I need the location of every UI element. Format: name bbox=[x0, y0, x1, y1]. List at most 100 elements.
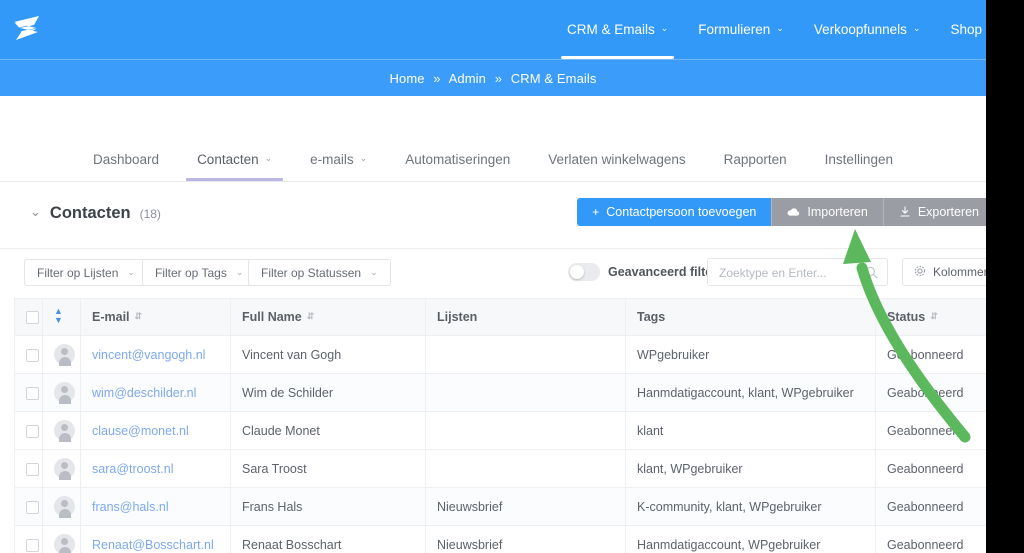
row-checkbox[interactable] bbox=[26, 538, 39, 552]
row-checkbox[interactable] bbox=[26, 462, 39, 476]
breadcrumb-item-admin[interactable]: Admin bbox=[448, 70, 486, 86]
topnav-item-verkoopfunnels[interactable]: Verkoopfunnels ⌄ bbox=[814, 0, 921, 59]
row-email-cell[interactable]: sara@troost.nl bbox=[80, 449, 231, 488]
tab-verlaten-winkelwagens[interactable]: Verlaten winkelwagens bbox=[529, 152, 704, 181]
row-status-cell: Geabonneerd bbox=[875, 449, 986, 488]
header-avatar-sort[interactable]: ▲ ▼ bbox=[42, 298, 81, 336]
row-fullname-cell: Wim de Schilder bbox=[230, 373, 426, 412]
row-tags-cell: klant, WPgebruiker bbox=[625, 449, 876, 488]
contact-email-link[interactable]: frans@hals.nl bbox=[92, 499, 169, 514]
table-body: vincent@vangogh.nl Vincent van Gogh WPge… bbox=[14, 335, 986, 553]
contact-count: (18) bbox=[139, 207, 161, 221]
contact-email-link[interactable]: clause@monet.nl bbox=[92, 423, 189, 438]
contact-email-link[interactable]: vincent@vangogh.nl bbox=[92, 347, 206, 362]
header-status[interactable]: Status ⇵ bbox=[875, 298, 986, 336]
contacts-table: ▲ ▼ E-mail ⇵ Full Name ⇵ Lijsten bbox=[14, 298, 986, 553]
row-fullname-cell: Renaat Bosschart bbox=[230, 525, 426, 553]
table-row[interactable]: Renaat@Bosschart.nl Renaat Bosschart Nie… bbox=[14, 525, 986, 553]
header-select-all[interactable] bbox=[14, 298, 43, 336]
row-checkbox[interactable] bbox=[26, 348, 39, 362]
tab-contacten[interactable]: Contacten ⌄ bbox=[178, 152, 291, 181]
row-checkbox[interactable] bbox=[26, 500, 39, 514]
table-row[interactable]: clause@monet.nl Claude Monet klant Geabo… bbox=[14, 411, 986, 450]
toggle-knob bbox=[570, 265, 584, 279]
row-fullname-cell: Frans Hals bbox=[230, 487, 426, 526]
row-checkbox-cell[interactable] bbox=[14, 411, 43, 450]
breadcrumb-separator: » bbox=[433, 70, 441, 86]
row-email-cell[interactable]: frans@hals.nl bbox=[80, 487, 231, 526]
row-tags-cell: Hanmdatigaccount, WPgebruiker bbox=[625, 525, 876, 553]
sort-icon[interactable]: ⇵ bbox=[134, 310, 143, 321]
advanced-filter-toggle[interactable] bbox=[568, 263, 600, 281]
contact-email-link[interactable]: wim@deschilder.nl bbox=[92, 385, 197, 400]
contact-email-link[interactable]: sara@troost.nl bbox=[92, 461, 174, 476]
row-checkbox[interactable] bbox=[26, 386, 39, 400]
row-checkbox-cell[interactable] bbox=[14, 373, 43, 412]
tab-instellingen[interactable]: Instellingen bbox=[806, 152, 912, 181]
table-row[interactable]: wim@deschilder.nl Wim de Schilder Hanmda… bbox=[14, 373, 986, 412]
sort-icon[interactable]: ⇵ bbox=[306, 310, 315, 321]
table-row[interactable]: frans@hals.nl Frans Hals Nieuwsbrief K-c… bbox=[14, 487, 986, 526]
export-label: Exporteren bbox=[917, 205, 979, 219]
table-header: ▲ ▼ E-mail ⇵ Full Name ⇵ Lijsten bbox=[14, 298, 986, 336]
row-avatar-cell bbox=[42, 335, 81, 374]
filter-lijsten-label: Filter op Lijsten bbox=[37, 265, 119, 280]
header-status-label: Status bbox=[887, 310, 926, 324]
tab-dashboard[interactable]: Dashboard bbox=[74, 152, 178, 181]
tab-label: Verlaten winkelwagens bbox=[548, 152, 686, 167]
chevron-down-icon: ⌄ bbox=[264, 153, 273, 163]
row-email-cell[interactable]: vincent@vangogh.nl bbox=[80, 335, 231, 374]
sort-icon[interactable]: ▲ ▼ bbox=[54, 306, 63, 325]
breadcrumb-item-home[interactable]: Home bbox=[389, 70, 425, 86]
tab-label: Rapporten bbox=[723, 152, 787, 167]
sort-icon[interactable]: ⇵ bbox=[930, 310, 938, 321]
row-lijsten-cell bbox=[425, 449, 626, 488]
topnav-item-formulieren[interactable]: Formulieren ⌄ bbox=[698, 0, 784, 59]
tab-e-mails[interactable]: e-mails ⌄ bbox=[291, 152, 386, 181]
row-fullname-cell: Sara Troost bbox=[230, 449, 426, 488]
add-contact-button[interactable]: + Contactpersoon toevoegen bbox=[577, 198, 772, 226]
row-email-cell[interactable]: clause@monet.nl bbox=[80, 411, 231, 450]
chevron-down-icon[interactable]: ⌄ bbox=[30, 204, 41, 219]
filter-statussen-dropdown[interactable]: Filter op Statussen ⌄ bbox=[248, 259, 391, 286]
import-button[interactable]: Importeren bbox=[771, 198, 883, 226]
export-button[interactable]: Exporteren bbox=[882, 198, 986, 226]
row-tags-cell: WPgebruiker bbox=[625, 335, 876, 374]
tab-rapporten[interactable]: Rapporten bbox=[705, 152, 806, 181]
topnav-item-shop[interactable]: Shop bbox=[950, 0, 982, 59]
breadcrumb-item-current: CRM & Emails bbox=[510, 70, 597, 86]
cloud-upload-icon bbox=[787, 207, 800, 218]
table-row[interactable]: vincent@vangogh.nl Vincent van Gogh WPge… bbox=[14, 335, 986, 374]
sellify-logo[interactable] bbox=[6, 10, 52, 52]
table-row[interactable]: sara@troost.nl Sara Troost klant, WPgebr… bbox=[14, 449, 986, 488]
tab-label: e-mails bbox=[310, 152, 354, 167]
row-email-cell[interactable]: Renaat@Bosschart.nl bbox=[80, 525, 231, 553]
row-avatar-cell bbox=[42, 411, 81, 450]
row-checkbox-cell[interactable] bbox=[14, 487, 43, 526]
row-checkbox-cell[interactable] bbox=[14, 525, 43, 553]
search-input[interactable]: Zoektype en Enter... bbox=[707, 258, 888, 286]
advanced-filter-label: Geavanceerd filter bbox=[608, 265, 718, 279]
sub-navigation-tabs: Dashboard Contacten ⌄ e-mails ⌄ Automati… bbox=[0, 96, 986, 182]
select-all-checkbox[interactable] bbox=[26, 311, 39, 325]
tab-automatiseringen[interactable]: Automatiseringen bbox=[386, 152, 529, 181]
row-tags-cell: klant bbox=[625, 411, 876, 450]
contact-email-link[interactable]: Renaat@Bosschart.nl bbox=[92, 537, 214, 552]
filter-tags-dropdown[interactable]: Filter op Tags ⌄ bbox=[142, 259, 257, 286]
chevron-down-icon: ⌄ bbox=[776, 23, 784, 33]
topnav-item-crm-emails[interactable]: CRM & Emails ⌄ bbox=[560, 0, 675, 59]
section-title-text: Contacten bbox=[49, 204, 131, 222]
row-email-cell[interactable]: wim@deschilder.nl bbox=[80, 373, 231, 412]
row-checkbox-cell[interactable] bbox=[14, 449, 43, 488]
row-checkbox-cell[interactable] bbox=[14, 335, 43, 374]
row-lijsten-cell bbox=[425, 411, 626, 450]
add-contact-label: Contactpersoon toevoegen bbox=[606, 205, 757, 219]
row-avatar-cell bbox=[42, 487, 81, 526]
filter-lijsten-dropdown[interactable]: Filter op Lijsten ⌄ bbox=[24, 259, 148, 286]
header-tags: Tags bbox=[625, 298, 876, 336]
row-checkbox[interactable] bbox=[26, 424, 39, 438]
row-avatar-cell bbox=[42, 525, 81, 553]
header-full-name[interactable]: Full Name ⇵ bbox=[230, 298, 426, 336]
header-email[interactable]: E-mail ⇵ bbox=[80, 298, 231, 336]
columns-button[interactable]: Kolommen bbox=[902, 258, 986, 286]
